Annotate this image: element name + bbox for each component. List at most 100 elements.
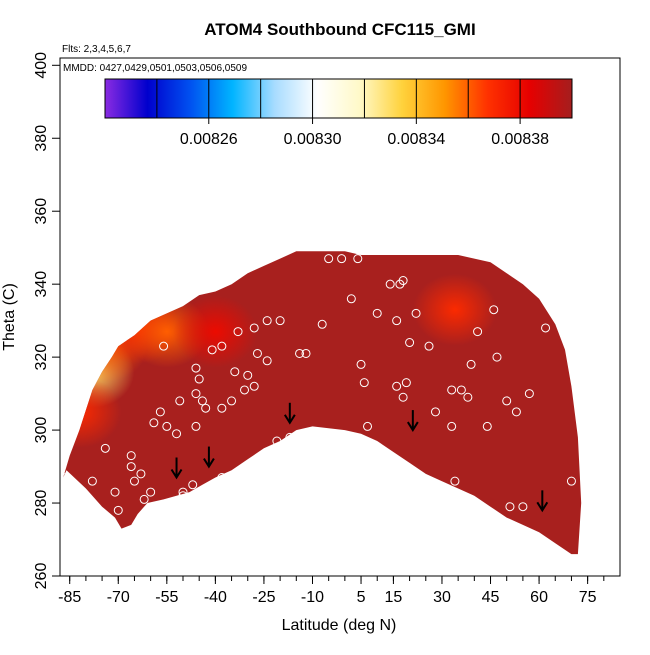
sample-point [285,432,295,442]
colorbar-tick-label: 0.00834 [387,131,445,148]
sample-point [473,327,483,337]
sample-point [252,348,262,358]
x-tick-label: 60 [530,589,548,606]
sample-point [447,421,457,431]
y-tick-label: 280 [33,490,50,517]
sample-point [385,279,395,289]
sample-point [430,407,440,417]
sample-point [356,359,366,369]
dates-subtitle: MMDD: 0427,0429,0501,0503,0506,0509 [63,63,247,74]
sample-point [518,502,528,512]
sample-point [178,491,188,501]
colorbar: 0.00826 0.00830 0.00834 0.00838 [104,78,573,148]
sample-point [191,363,201,373]
sample-point [172,429,182,439]
sample-point [136,469,146,479]
sample-point [178,487,188,497]
sample-point [401,378,411,388]
sample-point [411,308,421,318]
sample-point [233,327,243,337]
x-tick-label: -25 [252,589,275,606]
arrow-marker [170,457,183,480]
x-tick-label: 5 [357,589,366,606]
x-tick-label: 15 [385,589,403,606]
y-tick-label: 380 [33,125,50,152]
sample-point [482,421,492,431]
sample-point [100,443,110,453]
y-tick-label: 360 [33,198,50,225]
y-tick-label: 400 [33,52,50,79]
arrow-marker [283,402,296,425]
sample-point [301,348,311,358]
sample-point [162,421,172,431]
sample-point [275,316,285,326]
x-tick-label: -40 [204,589,227,606]
concentration-field [63,251,582,555]
sample-point [466,359,476,369]
sample-point [392,381,402,391]
sample-point [249,323,259,333]
y-axis: 260 280 300 320 340 360 380 400 [33,52,60,590]
sample-point [346,294,356,304]
flights-subtitle: Flts: 2,3,4,5,6,7 [62,44,131,55]
sample-point [188,480,198,490]
sample-point [113,505,123,515]
sample-point [249,381,259,391]
sample-point [502,396,512,406]
hot-spot [173,295,258,368]
sample-point [149,418,159,428]
sample-point [58,473,68,483]
y-tick-label: 340 [33,271,50,298]
sample-point [463,392,473,402]
sample-point [227,396,237,406]
x-tick-label: 30 [433,589,451,606]
sample-point [230,367,240,377]
sample-point [450,476,460,486]
sample-point [566,476,576,486]
x-tick-label: 75 [579,589,597,606]
chart-title: ATOM4 Southbound CFC115_GMI [204,20,475,39]
colorbar-tick-label: 0.00826 [180,131,238,148]
sample-point [541,323,551,333]
sample-point [236,465,246,475]
sample-point [505,502,515,512]
sample-point [217,473,227,483]
sample-point [295,348,305,358]
arrow-head [536,501,549,513]
x-tick-label: -55 [155,589,178,606]
sample-point [113,535,123,545]
sample-point [489,305,499,315]
sample-point [243,370,253,380]
sample-point [217,403,227,413]
sample-point [194,374,204,384]
sample-point [424,341,434,351]
y-tick-label: 260 [33,563,50,590]
x-axis: -85 -70 -55 -40 -25 -10 5 15 30 45 60 75 [58,576,605,606]
sample-point [159,341,169,351]
sample-point [353,254,363,264]
hot-spot [412,273,497,346]
sample-point [398,392,408,402]
y-axis-label: Theta (C) [1,283,18,351]
sample-point [456,385,466,395]
arrow-head [170,468,183,480]
sample-point [240,385,250,395]
sample-point [511,407,521,417]
sample-point [146,487,156,497]
colorbar-tick-label: 0.00830 [284,131,342,148]
sample-point [337,254,347,264]
sample-point [447,385,457,395]
trajectory-arrows [170,402,549,513]
plot-frame [59,57,621,577]
arrow-marker [203,446,215,469]
colorbar-tick-label: 0.00838 [491,131,549,148]
sample-point [201,403,211,413]
arrow-head [203,458,215,469]
sample-point [126,451,136,461]
sample-point [392,316,402,326]
x-tick-label: -70 [107,589,130,606]
arrow-marker [406,410,419,432]
sample-point [191,389,201,399]
sample-point [262,356,272,366]
